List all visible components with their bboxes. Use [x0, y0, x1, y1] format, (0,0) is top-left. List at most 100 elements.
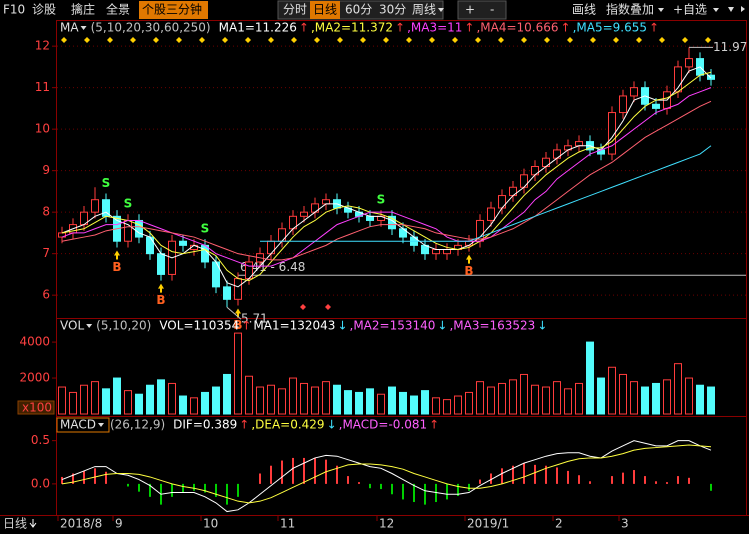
y-tick-label: 4000 [19, 335, 50, 349]
y-tick-label: 0.0 [31, 476, 50, 490]
event-marker [314, 37, 320, 43]
legend-indicator: MA [60, 21, 79, 35]
volume-bar [564, 388, 572, 415]
x-tick-label: 2 [555, 517, 563, 531]
event-marker [325, 304, 331, 310]
volume-bar [91, 381, 99, 415]
volume-bar [520, 373, 528, 415]
volume-bar [212, 386, 220, 415]
event-marker [705, 37, 711, 43]
volume-bar [597, 377, 605, 415]
candle-body [179, 240, 187, 246]
legend-arrow: ↑ [649, 21, 659, 35]
volume-bar [619, 373, 627, 415]
event-marker [84, 37, 90, 43]
tab[interactable]: 擒庄 [71, 2, 95, 17]
legend-params: (26,12,9) [110, 418, 165, 432]
macd-bar [523, 463, 525, 484]
tool[interactable]: 指数叠加 [606, 2, 654, 17]
volume-bar [388, 386, 396, 415]
legend-arrow: ↑ [241, 319, 251, 333]
event-marker [682, 37, 688, 43]
macd-bar [391, 483, 393, 495]
candle-body [487, 207, 495, 221]
macd-bar [633, 470, 635, 484]
tab[interactable]: 个股三分钟 [142, 2, 202, 17]
volume-bar [498, 382, 506, 415]
macd-bar [61, 476, 63, 484]
candle-body [322, 199, 330, 205]
period-active-bg [310, 1, 340, 19]
legend-arrow: ↑ [239, 418, 249, 432]
macd-bar [259, 473, 261, 484]
event-marker [107, 37, 113, 43]
event-marker [337, 37, 343, 43]
macd-bar [72, 473, 74, 484]
event-marker [245, 37, 251, 43]
low-pointer [226, 306, 242, 320]
volume-bar [421, 390, 429, 415]
period[interactable]: 周线 [412, 3, 436, 17]
period[interactable]: 分时 [283, 3, 307, 17]
event-marker [567, 37, 573, 43]
event-marker [452, 37, 458, 43]
period[interactable]: 30分 [379, 3, 406, 17]
y-tick-label: 2000 [19, 371, 50, 385]
legend-arrow: ↓ [327, 418, 337, 432]
macd-bar [83, 470, 85, 484]
volume-bar [80, 384, 88, 415]
ma-line [260, 145, 712, 242]
tab[interactable]: 诊股 [32, 3, 56, 17]
macd-bar [413, 483, 415, 503]
zoom-button[interactable]: + [465, 3, 475, 17]
event-marker [61, 37, 67, 43]
sell-signal: S [124, 197, 133, 211]
candle-body [619, 95, 627, 114]
macd-bar [534, 464, 536, 484]
period[interactable]: 60分 [345, 3, 372, 17]
event-marker [199, 37, 205, 43]
legend-params: (5,10,20) [96, 319, 151, 333]
macd-bar [369, 483, 371, 489]
unit-box [17, 400, 55, 415]
tab[interactable]: 全景 [106, 2, 130, 17]
event-marker [406, 37, 412, 43]
candle-body [157, 253, 165, 275]
legend-params: (5,10,20,30,60,250) [91, 21, 211, 35]
tab-active-bg [139, 1, 208, 19]
macd-bar [149, 483, 151, 497]
volume-bar [454, 395, 462, 415]
volume-bar [487, 386, 495, 415]
tool[interactable]: +自选 [673, 3, 707, 17]
volume-bar [223, 373, 231, 415]
volume-bar [157, 379, 165, 415]
event-marker [590, 37, 596, 43]
candle-body [278, 228, 286, 242]
buy-arrow [466, 254, 472, 264]
volume-bar [245, 375, 253, 415]
macd-bar [314, 457, 316, 484]
event-marker [130, 37, 136, 43]
y-tick-label: 12 [35, 39, 50, 53]
y-tick-label: 9 [42, 163, 50, 177]
tab[interactable]: F10 [3, 3, 25, 17]
macd-bar [270, 465, 272, 484]
volume-bar [696, 384, 704, 415]
macd-bar [710, 483, 712, 491]
volume-bar [311, 386, 319, 415]
macd-bar [402, 483, 404, 500]
volume-bar [69, 391, 77, 415]
volume-bar [289, 377, 297, 415]
period[interactable]: 日线 [313, 3, 337, 17]
legend-indicator: VOL [60, 319, 84, 333]
ma-line [61, 100, 712, 261]
volume-bar [190, 397, 198, 415]
tool[interactable]: 画线 [572, 3, 596, 17]
candle-body [685, 58, 693, 68]
zoom-button[interactable]: - [490, 3, 494, 17]
y-tick-label: 11 [35, 80, 50, 94]
period-label[interactable]: 日线 [3, 517, 27, 531]
volume-bar [366, 388, 374, 415]
buy-arrow [158, 283, 164, 293]
